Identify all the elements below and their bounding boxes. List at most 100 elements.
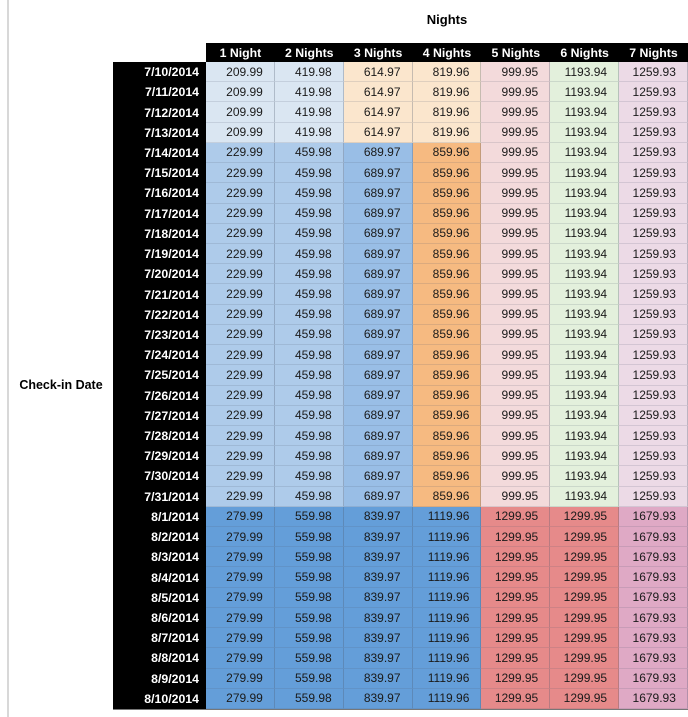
price-cell: 839.97: [343, 648, 413, 669]
price-cell: 279.99: [206, 527, 275, 548]
price-cell: 1193.94: [550, 183, 620, 204]
price-cell: 209.99: [206, 122, 275, 143]
price-cell: 559.98: [274, 648, 344, 669]
price-cell: 1259.93: [619, 62, 688, 83]
price-cell: 1193.94: [550, 324, 620, 346]
price-cell: 999.95: [481, 82, 551, 103]
price-cell: 279.99: [206, 567, 275, 588]
price-cell: 209.99: [206, 82, 275, 103]
checkin-date-cell: 8/1/2014: [113, 506, 206, 528]
price-cell: 459.98: [274, 183, 344, 204]
price-cell: 689.97: [343, 345, 413, 366]
price-cell: 1193.94: [550, 385, 620, 406]
price-cell: 859.96: [412, 486, 482, 507]
price-cell: 689.97: [343, 163, 413, 184]
checkin-date-cell: 7/27/2014: [113, 405, 206, 426]
price-cell: 999.95: [481, 122, 551, 143]
price-cell: 1259.93: [619, 82, 688, 103]
price-cell: 859.96: [412, 304, 482, 325]
price-cell: 839.97: [343, 506, 413, 528]
price-cell: 559.98: [274, 506, 344, 528]
price-cell: 279.99: [206, 506, 275, 528]
price-cell: 1119.96: [412, 628, 482, 649]
price-cell: 229.99: [206, 425, 275, 447]
checkin-date-cell: 7/21/2014: [113, 284, 206, 305]
price-cell: 689.97: [343, 243, 413, 265]
price-cell: 1259.93: [619, 102, 688, 123]
column-header-5-nights: 5 Nights: [481, 43, 551, 62]
price-cell: 614.97: [343, 102, 413, 123]
checkin-date-cell: 8/3/2014: [113, 547, 206, 568]
price-cell: 1259.93: [619, 486, 688, 507]
checkin-date-cell: 7/11/2014: [113, 82, 206, 103]
price-cell: 279.99: [206, 607, 275, 629]
price-cell: 689.97: [343, 365, 413, 386]
checkin-date-cell: 7/10/2014: [113, 62, 206, 83]
price-cell: 559.98: [274, 607, 344, 629]
price-cell: 279.99: [206, 648, 275, 669]
price-cell: 1259.93: [619, 243, 688, 265]
price-cell: 279.99: [206, 668, 275, 689]
price-cell: 859.96: [412, 446, 482, 467]
price-cell: 999.95: [481, 324, 551, 346]
price-cell: 1259.93: [619, 345, 688, 366]
price-cell: 229.99: [206, 284, 275, 305]
price-cell: 1119.96: [412, 688, 482, 709]
price-cell: 999.95: [481, 62, 551, 83]
price-cell: 819.96: [412, 82, 482, 103]
price-cell: 459.98: [274, 264, 344, 285]
price-cell: 1193.94: [550, 122, 620, 143]
price-cell: 1679.93: [619, 688, 688, 709]
price-cell: 689.97: [343, 203, 413, 224]
price-cell: 229.99: [206, 345, 275, 366]
price-cell: 689.97: [343, 385, 413, 406]
price-cell: 1193.94: [550, 82, 620, 103]
price-cell: 559.98: [274, 527, 344, 548]
price-cell: 1259.93: [619, 122, 688, 143]
price-cell: 559.98: [274, 688, 344, 709]
price-cell: 999.95: [481, 345, 551, 366]
price-cell: 839.97: [343, 587, 413, 608]
checkin-date-cell: 7/28/2014: [113, 425, 206, 447]
price-cell: 999.95: [481, 385, 551, 406]
price-cell: 559.98: [274, 567, 344, 588]
price-cell: 999.95: [481, 486, 551, 507]
price-cell: 689.97: [343, 405, 413, 426]
price-cell: 1119.96: [412, 527, 482, 548]
checkin-date-cell: 7/13/2014: [113, 122, 206, 143]
price-cell: 229.99: [206, 142, 275, 164]
price-cell: 1259.93: [619, 264, 688, 285]
price-cell: 229.99: [206, 446, 275, 467]
price-cell: 859.96: [412, 203, 482, 224]
checkin-date-cell: 7/31/2014: [113, 486, 206, 507]
price-cell: 1119.96: [412, 567, 482, 588]
price-cell: 229.99: [206, 365, 275, 386]
price-cell: 859.96: [412, 466, 482, 487]
price-cell: 1299.95: [481, 587, 551, 608]
checkin-date-cell: 8/4/2014: [113, 567, 206, 588]
price-cell: 999.95: [481, 466, 551, 487]
price-cell: 1679.93: [619, 506, 688, 528]
price-cell: 229.99: [206, 405, 275, 426]
price-cell: 614.97: [343, 122, 413, 143]
checkin-date-cell: 7/20/2014: [113, 264, 206, 285]
price-cell: 229.99: [206, 163, 275, 184]
checkin-date-cell: 7/24/2014: [113, 345, 206, 366]
price-cell: 1299.95: [550, 688, 620, 709]
price-cell: 859.96: [412, 385, 482, 406]
column-header-7-nights: 7 Nights: [619, 43, 688, 62]
price-cell: 1299.95: [481, 688, 551, 709]
price-cell: 1679.93: [619, 587, 688, 608]
price-cell: 559.98: [274, 587, 344, 608]
price-cell: 1193.94: [550, 203, 620, 224]
price-cell: 419.98: [274, 122, 344, 143]
price-cell: 459.98: [274, 345, 344, 366]
price-cell: 689.97: [343, 486, 413, 507]
price-cell: 1259.93: [619, 203, 688, 224]
checkin-date-cell: 7/22/2014: [113, 304, 206, 325]
price-cell: 1299.95: [481, 527, 551, 548]
price-cell: 839.97: [343, 547, 413, 568]
price-cell: 859.96: [412, 243, 482, 265]
checkin-date-cell: 7/14/2014: [113, 142, 206, 164]
price-cell: 689.97: [343, 446, 413, 467]
